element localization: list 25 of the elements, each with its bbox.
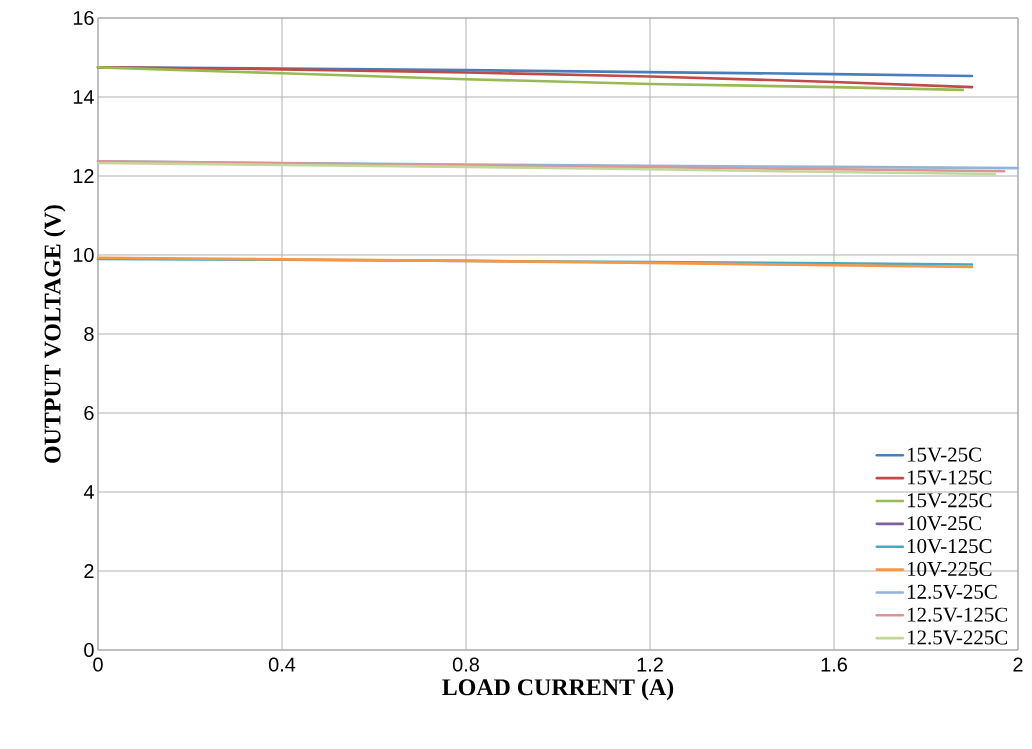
x-tick-label: 0.4 [268,657,296,672]
legend-label: 15V-225C [907,493,992,508]
y-tick-label: 8 [84,326,94,342]
y-tick-label: 14 [73,90,94,104]
x-axis-title: LOAD CURRENT (A) [442,678,674,701]
legend-label: 10V-225C [907,561,992,577]
legend-label: 12.5V-125C [907,607,1008,622]
legend-label: 15V-25C [907,447,981,462]
x-tick-label: 1.6 [821,657,847,672]
legend-label: 12.5V-225C [907,630,1008,645]
x-tick-label: 0.8 [452,657,479,672]
y-tick-label: 6 [84,405,94,421]
x-tick-label: 1.2 [637,657,663,672]
y-tick-label: 12 [73,169,94,183]
legend-label: 15V-125C [907,470,992,485]
y-tick-label: 0 [84,642,94,658]
y-tick-label: 4 [83,485,94,499]
legend-label: 12.5V-25C [907,584,997,599]
legend-label: 10V-25C [907,516,981,531]
y-axis-title: OUTPUT VOLTAGE (V) [43,205,66,463]
x-tick-label: 2 [1013,657,1023,672]
y-tick-label: 10 [73,247,94,263]
y-tick-label: 2 [84,564,94,578]
legend-label: 10V-125C [907,539,992,554]
y-tick-label: 16 [73,10,94,26]
